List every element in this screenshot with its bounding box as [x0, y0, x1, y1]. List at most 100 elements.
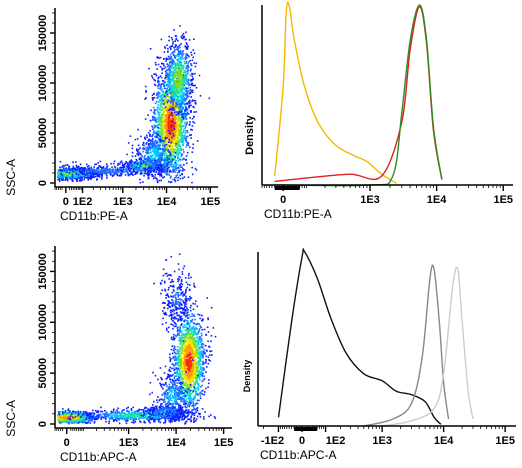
event-dot — [65, 164, 67, 166]
event-dot — [166, 95, 169, 97]
event-dot — [164, 93, 167, 95]
event-dot — [119, 169, 121, 172]
event-dot — [133, 164, 136, 167]
event-dot — [147, 165, 149, 167]
event-dot — [175, 48, 178, 51]
event-dot — [183, 80, 186, 82]
event-dot — [90, 176, 92, 178]
event-dot — [159, 168, 162, 171]
event-dot — [163, 170, 166, 173]
event-dot — [133, 170, 136, 173]
event-dot — [168, 64, 170, 66]
event-dot — [181, 99, 183, 101]
event-dot — [176, 80, 178, 83]
event-dot — [174, 145, 177, 147]
event-dot — [174, 85, 176, 88]
event-dot — [99, 172, 102, 174]
event-dot — [166, 119, 168, 122]
event-dot — [177, 58, 179, 61]
event-dot — [144, 167, 146, 170]
event-dot — [192, 49, 195, 51]
event-dot — [125, 168, 127, 170]
event-dot — [165, 160, 168, 162]
event-dot — [152, 170, 155, 173]
event-dot — [102, 169, 105, 171]
event-dot — [184, 121, 187, 123]
event-dot — [181, 136, 183, 138]
event-dot — [191, 89, 194, 92]
event-dot — [171, 123, 173, 126]
event-dot — [166, 135, 169, 137]
event-dot — [182, 32, 185, 35]
event-dot — [76, 413, 78, 415]
event-dot — [145, 97, 147, 99]
event-dot — [87, 179, 89, 181]
x-tick-label: 0 — [280, 194, 286, 206]
event-dot — [152, 161, 155, 164]
event-dot — [155, 146, 157, 149]
event-dot — [80, 176, 82, 179]
event-dot — [144, 154, 146, 157]
event-dot — [177, 103, 180, 106]
event-dot — [181, 56, 183, 58]
event-dot — [175, 125, 178, 127]
event-dot — [88, 169, 91, 171]
event-dot — [181, 111, 183, 113]
event-dot — [170, 66, 172, 68]
event-dot — [166, 93, 169, 96]
event-dot — [182, 140, 184, 143]
event-dot — [179, 109, 182, 111]
event-dot — [185, 80, 187, 82]
event-dot — [122, 171, 124, 174]
event-dot — [178, 151, 180, 153]
event-dot — [130, 168, 132, 171]
event-dot — [163, 113, 165, 116]
event-dot — [176, 61, 179, 64]
event-dot — [175, 105, 178, 107]
event-dot — [66, 421, 68, 423]
event-dot — [152, 142, 154, 145]
event-dot — [66, 168, 68, 171]
event-dot — [175, 169, 178, 171]
event-dot — [96, 178, 98, 180]
event-dot — [161, 72, 163, 74]
event-dot — [165, 72, 168, 74]
event-dot — [165, 87, 168, 90]
event-dot — [157, 95, 160, 97]
event-dot — [177, 148, 179, 150]
event-dot — [137, 144, 140, 147]
event-dot — [155, 64, 157, 66]
event-dot — [185, 47, 188, 50]
event-dot — [168, 76, 171, 79]
event-dot — [178, 91, 180, 94]
event-dot — [68, 167, 70, 170]
event-dot — [172, 115, 174, 117]
event-dot — [177, 112, 179, 115]
event-dot — [154, 113, 156, 115]
event-dot — [139, 178, 141, 181]
event-dot — [76, 170, 78, 173]
event-dot — [167, 113, 170, 115]
event-dot — [71, 169, 74, 171]
event-dot — [191, 73, 194, 75]
event-dot — [184, 90, 187, 92]
event-dot — [166, 155, 168, 157]
event-dot — [169, 149, 172, 151]
event-dot — [174, 179, 176, 181]
event-dot — [161, 98, 163, 100]
event-dot — [113, 160, 116, 163]
event-dot — [147, 171, 150, 173]
event-dot — [175, 114, 178, 116]
event-dot — [177, 71, 179, 74]
event-dot — [183, 130, 185, 132]
event-dot — [185, 60, 188, 63]
event-dot — [112, 169, 115, 171]
event-dot — [98, 173, 100, 176]
event-dot — [172, 121, 175, 124]
event-dot — [170, 37, 173, 39]
event-dot — [71, 173, 73, 175]
event-dot — [179, 152, 181, 154]
event-dot — [186, 72, 189, 74]
event-dot — [67, 174, 69, 176]
event-dot — [151, 150, 153, 153]
